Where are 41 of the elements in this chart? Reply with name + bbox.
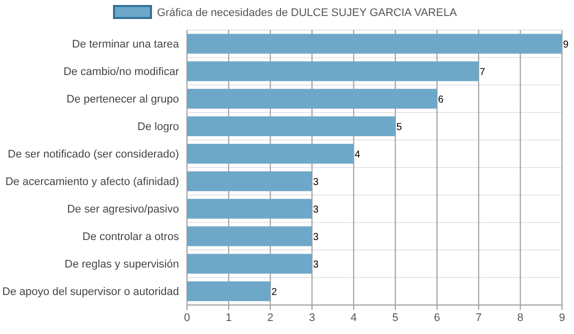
y-tick-label: De terminar una tarea [72,38,180,51]
y-tick-label: De pertenecer al grupo [66,94,179,106]
x-tick-label: 7 [476,312,482,324]
data-label: 6 [438,94,444,106]
x-tick-label: 4 [350,312,357,324]
bar [187,88,437,109]
x-tick-label: 2 [267,312,274,324]
data-label: 2 [271,286,278,298]
data-label: 3 [313,176,319,188]
data-label: 5 [396,122,402,133]
y-tick-label: De ser agresivo/pasivo [67,204,179,216]
bar [187,198,312,219]
y-tick-label: De reglas y supervisión [64,258,179,271]
bar [187,61,479,82]
bar [187,144,354,164]
y-tick-label: De acercamiento y afecto (afinidad) [5,176,179,188]
bar [187,226,312,246]
bar [187,116,396,136]
y-tick-label: De logro [137,121,179,134]
bar [187,254,312,274]
y-tick-label: De cambio/no modificar [63,66,180,78]
x-tick-label: 5 [392,312,398,324]
x-tick-label: 1 [226,312,232,324]
legend-label: Gráfica de necesidades de DULCE SUJEY GARCIA VARELA [157,6,458,19]
bar [187,281,270,302]
y-tick-label: De apoyo del supervisor o autoridad [2,286,179,298]
x-tick-label: 3 [308,312,316,324]
x-tick-label: 0 [184,312,190,324]
x-tick-label: 6 [434,312,440,324]
data-label: 9 [563,39,569,50]
y-tick-label: De ser notificado (ser considerado) [8,148,179,161]
data-label: 4 [354,149,361,160]
x-tick-label: 9 [558,312,566,324]
data-label: 3 [313,232,319,243]
data-label: 3 [313,259,319,270]
data-label: 7 [480,66,486,78]
bar [187,171,312,192]
y-tick-label: De controlar a otros [82,231,180,244]
bar [187,34,562,54]
x-tick-label: 8 [517,312,524,324]
data-label: 3 [313,204,319,216]
